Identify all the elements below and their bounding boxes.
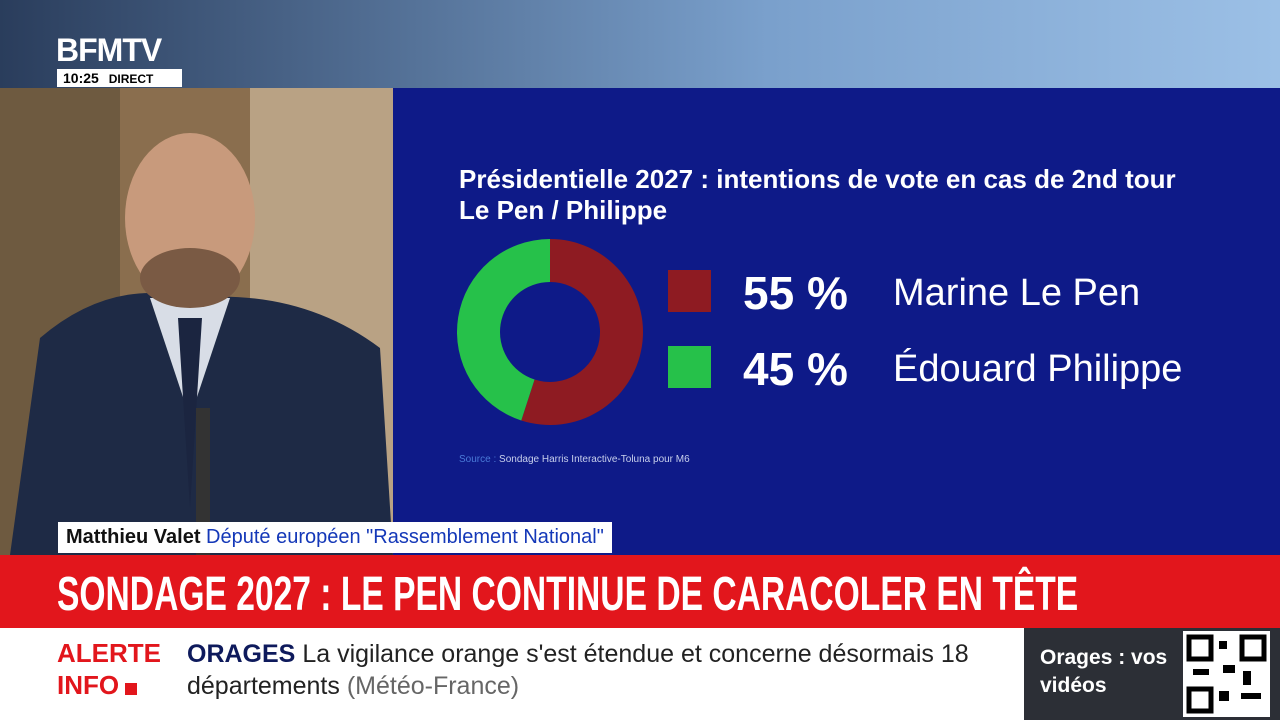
name-bar: Matthieu Valet Député européen "Rassembl… bbox=[58, 522, 612, 553]
guest-name: Matthieu Valet bbox=[66, 526, 201, 548]
value-label: 55 % bbox=[743, 267, 848, 319]
chart-panel bbox=[393, 88, 1280, 555]
guest-role: Député européen "Rassemblement National" bbox=[206, 526, 604, 548]
legend-label: Édouard Philippe bbox=[893, 348, 1183, 390]
alert-label-2: INFO bbox=[57, 670, 120, 700]
legend-swatch bbox=[668, 346, 711, 388]
source-label: Source : bbox=[459, 454, 497, 465]
promo-text[interactable]: Orages : vos vidéos bbox=[1040, 646, 1168, 697]
ticker: ALERTE INFO ORAGES La vigilance orange s… bbox=[0, 628, 1024, 720]
top-strip bbox=[0, 0, 1280, 88]
studio-image bbox=[0, 88, 393, 555]
time: 10:25 bbox=[63, 70, 99, 86]
clock-box: 10:25 DIRECT bbox=[57, 69, 182, 87]
alert-square bbox=[125, 683, 137, 695]
logo: BFMTV bbox=[56, 32, 162, 68]
chart-title: Présidentielle 2027 : intentions de vote… bbox=[459, 164, 1176, 225]
ticker-body: La vigilance orange s'est étendue et con… bbox=[187, 640, 969, 700]
legend-swatch bbox=[668, 270, 711, 312]
legend-row: 55 % Marine Le Pen bbox=[668, 266, 1228, 319]
donut-segment bbox=[521, 239, 643, 425]
live: DIRECT bbox=[108, 72, 154, 86]
donut-chart bbox=[457, 239, 643, 425]
source: Source : Sondage Harris Interactive-Tolu… bbox=[459, 454, 690, 465]
promo-box[interactable]: Orages : vos vidéos bbox=[1024, 628, 1280, 720]
ticker-credit: (Météo-France) bbox=[346, 672, 520, 700]
source-text: Sondage Harris Interactive-Toluna pour M… bbox=[499, 454, 690, 465]
ticker-text: ORAGES La vigilance orange s'est étendue… bbox=[187, 638, 987, 702]
headline-bar: SONDAGE 2027 : LE PEN CONTINUE DE CARACO… bbox=[0, 555, 1280, 628]
headline: SONDAGE 2027 : LE PEN CONTINUE DE CARACO… bbox=[57, 568, 1079, 621]
donut-segment bbox=[457, 239, 550, 421]
legend-row: 45 % Édouard Philippe bbox=[668, 342, 1228, 395]
alert-label: ALERTE bbox=[57, 638, 161, 668]
qr-code[interactable] bbox=[1183, 631, 1270, 717]
legend-label: Marine Le Pen bbox=[893, 272, 1141, 314]
value-label: 45 % bbox=[743, 343, 848, 395]
ticker-topic: ORAGES bbox=[187, 640, 296, 668]
